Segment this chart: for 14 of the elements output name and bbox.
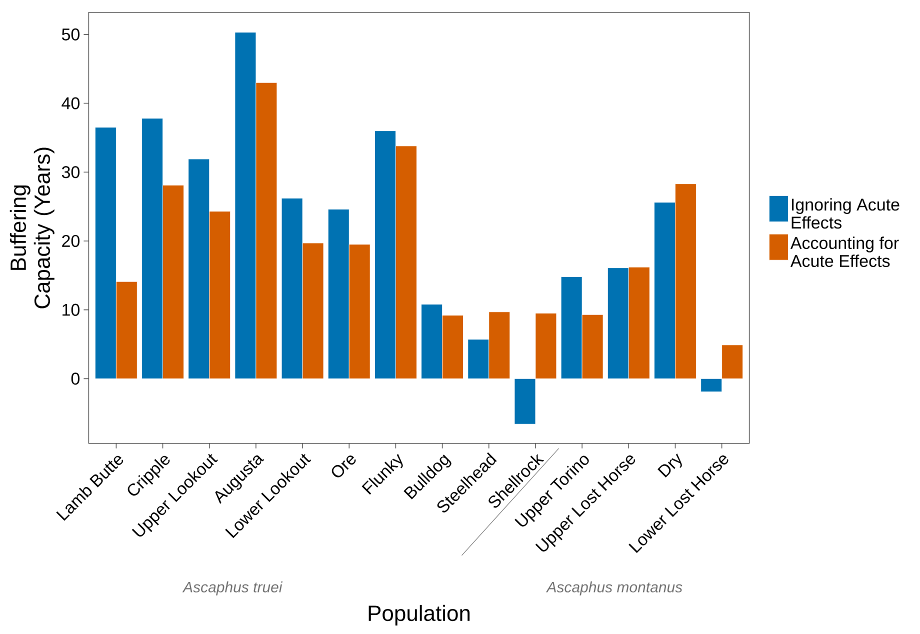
y-tick-label: 10 [62,304,80,316]
y-tick-label: 40 [62,97,80,110]
x-tick-label: Dry [658,453,682,478]
y-tick-label: 30 [62,166,80,178]
y-tick-label: 0 [71,372,80,385]
y-tick-label: 20 [62,234,80,248]
text: Ascaphus montanus [546,581,682,596]
y-tick-label: 50 [62,28,80,40]
legend-label: Accounting for Acute Effects [790,236,899,268]
x-tick-label: Ore [332,456,356,478]
legend-label: Ignoring Acute Effects [792,198,900,229]
y-axis-title: Buffering Capacity (Years) [10,148,54,308]
x-axis-title: Population [368,604,470,626]
text: Ascaphus truei [182,581,283,596]
